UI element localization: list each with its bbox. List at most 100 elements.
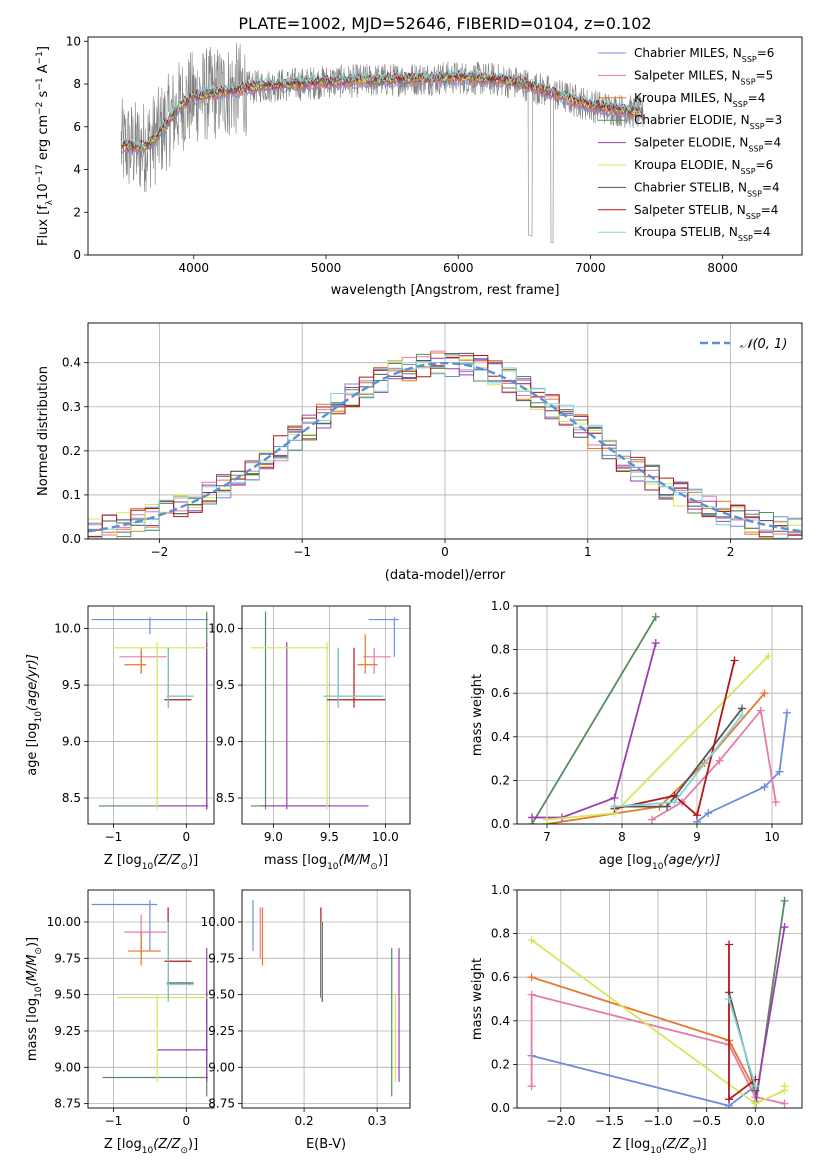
axes-frame: [516, 605, 803, 825]
legend-label: Kroupa MILES, NSSP=4: [634, 91, 765, 109]
y-tick-label: 0.6: [491, 686, 510, 700]
mass-vs-ebv-panel: 0.2 0.3 8.75 9.00 9.25 9.50 9.75 10.00 E(B-V): [201, 889, 411, 1152]
y-axis-label-part: ]: [36, 46, 51, 51]
x-axis-label: Z [log10(Z/Z⊙)]: [612, 1137, 706, 1156]
y-tick-label: 8: [73, 77, 81, 91]
x-tick-label: 7000: [575, 261, 606, 275]
y-axis-label-part: erg cm: [36, 115, 51, 164]
weight-marker-chabrier_elodie: [651, 612, 660, 621]
weight-marker-salpeter_miles: [648, 815, 656, 824]
y-axis-label-part: (age/yr)]: [25, 654, 40, 711]
plot-area: [91, 611, 209, 810]
y-tick-label: 8.75: [54, 1097, 81, 1111]
x-tick-label: −1: [105, 830, 123, 844]
y-axis-label-part: A: [36, 64, 51, 77]
y-axis-label-part: age [log: [25, 723, 40, 776]
x-tick-label: 1: [584, 545, 592, 559]
y-tick-label: 0.1: [62, 488, 81, 502]
x-axis-label-part: )]: [188, 1137, 198, 1152]
plot-area: [88, 350, 802, 539]
y-axis-label-part: 10: [36, 183, 51, 200]
y-tick-label: 10.0: [208, 622, 235, 636]
y-tick-label: 0.2: [62, 444, 81, 458]
y-tick-label: 9.0: [62, 735, 81, 749]
weight-marker-kroupa_stelib: [610, 802, 619, 811]
axes-frame: [241, 605, 411, 825]
weight-line-salpeter_stelib: [614, 660, 736, 817]
x-axis-label-part: 10: [327, 862, 339, 872]
weight-marker-salpeter_miles: [527, 1082, 536, 1091]
x-axis-label-part: ⊙: [689, 1146, 697, 1156]
y-tick-label: 6: [73, 120, 81, 134]
residuals-panel: −2 −1 0 1 2 0.0 0.1 0.2 0.3 0.4 𝒩(0, 1) (data-model…: [36, 322, 803, 583]
weight-marker-salpeter_elodie: [780, 923, 789, 932]
x-tick-label: −1: [105, 1114, 123, 1128]
weight-line-kroupa_miles: [546, 692, 766, 824]
legend-label: Chabrier MILES, NSSP=6: [634, 46, 774, 64]
y-tick-label: 0.4: [62, 356, 81, 370]
y-tick-label: 0.0: [491, 817, 510, 831]
y-tick-label: 10.00: [201, 915, 235, 929]
histogram-kroupa_stelib: [88, 354, 802, 539]
x-axis-label: E(B-V): [306, 1137, 346, 1152]
weight-marker-salpeter_elodie: [610, 793, 619, 802]
x-tick-label: 9.0: [264, 830, 283, 844]
x-axis-label-part: (M/M: [339, 853, 371, 868]
x-axis-label-part: (Z/Z: [662, 1137, 690, 1152]
x-axis-label-part: mass [log: [264, 853, 327, 868]
y-axis-label-part: Flux [f: [36, 205, 51, 246]
y-tick-label: 9.50: [208, 988, 235, 1002]
x-axis-label-part: )]: [188, 853, 198, 868]
x-axis-label-part: (Z/Z: [153, 1137, 181, 1152]
y-axis-label-part: mass [log: [25, 998, 40, 1061]
x-tick-label: 0.3: [368, 1114, 387, 1128]
weight-marker-chabrier_miles: [775, 767, 784, 776]
y-axis-label-part: −1: [35, 77, 45, 90]
weight-marker-salpeter_stelib: [725, 1095, 734, 1104]
y-tick-label: 1.0: [491, 883, 510, 897]
x-tick-label: 5000: [311, 261, 342, 275]
y-tick-label: 9.00: [208, 1060, 235, 1074]
x-axis-label-part: )]: [378, 853, 388, 868]
y-axis-label-part: s: [36, 90, 51, 101]
x-axis-label: mass [log10(M/M⊙)]: [264, 853, 388, 872]
y-axis-label-part: 10: [34, 986, 44, 998]
axes-frame: [516, 889, 803, 1109]
model-spectrum-kroupa_stelib: [120, 68, 643, 149]
plot-area: [91, 900, 209, 1097]
y-tick-label: 9.75: [208, 951, 235, 965]
x-tick-label: −0.5: [692, 1114, 721, 1128]
y-tick-label: 0.2: [491, 773, 510, 787]
weight-marker-salpeter_stelib: [730, 656, 739, 665]
x-axis-label-part: Z [log: [104, 853, 142, 868]
figure-title: PLATE=1002, MJD=52646, FIBERID=0104, z=0…: [238, 14, 651, 33]
weight-line-kroupa_stelib: [728, 998, 757, 1087]
weight-line-chabrier_elodie: [531, 616, 657, 824]
y-axis-label-part: ⊙: [34, 947, 44, 955]
plot-area: [120, 42, 644, 244]
legend-label: Salpeter MILES, NSSP=5: [634, 68, 773, 86]
x-axis-label: wavelength [Angstrom, rest frame]: [331, 283, 560, 298]
x-axis-label-part: Z [log: [104, 1137, 142, 1152]
y-tick-label: 1.0: [491, 599, 510, 613]
y-axis-label-part: λ: [45, 199, 55, 205]
weight-marker-kroupa_stelib: [725, 995, 734, 1003]
x-axis-label-part: ⊙: [180, 862, 188, 872]
x-axis-label-part: ⊙: [180, 1146, 188, 1156]
y-tick-label: 10.00: [47, 915, 81, 929]
weight-marker-kroupa_stelib: [751, 1082, 760, 1091]
gaussian-curve: [88, 361, 802, 533]
y-tick-label: 0.6: [491, 970, 510, 984]
weight-marker-kroupa_miles: [527, 973, 536, 982]
x-tick-label: 0.2: [295, 1114, 314, 1128]
y-axis-label: age [log10(age/yr)]: [25, 654, 44, 776]
observed-spectrum: [120, 42, 644, 244]
y-axis-label-part: −17: [35, 164, 45, 183]
x-tick-label: −1.0: [643, 1114, 672, 1128]
legend-label: Salpeter STELIB, NSSP=4: [634, 203, 778, 221]
plot-area: [528, 612, 791, 824]
weight-marker-salpeter_miles: [715, 756, 724, 765]
y-axis-label-part: (M/M: [25, 955, 40, 987]
